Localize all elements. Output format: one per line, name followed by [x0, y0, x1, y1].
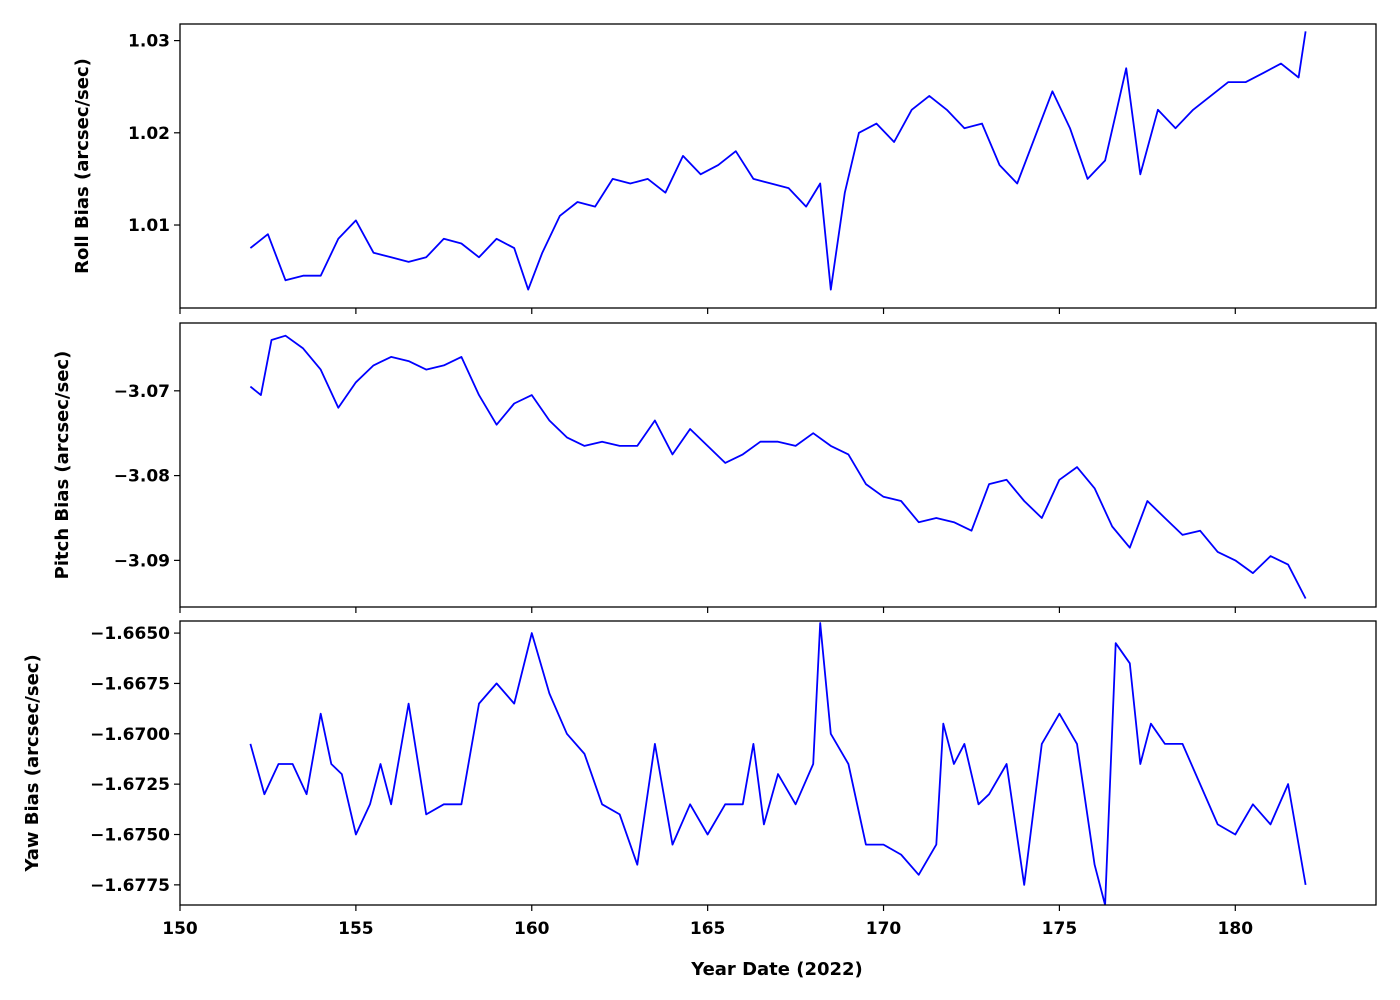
x-tick-label: 175	[1042, 919, 1078, 939]
roll-y-tick-label: 1.01	[128, 216, 170, 236]
yaw-y-tick-label: −1.6775	[90, 876, 170, 896]
x-tick-label: 160	[514, 919, 550, 939]
yaw-y-axis-label: Yaw Bias (arcsec/sec)	[22, 654, 43, 872]
x-tick-label: 155	[338, 919, 374, 939]
yaw-y-tick-label: −1.6725	[90, 775, 170, 795]
x-tick-label: 180	[1218, 919, 1254, 939]
roll-plot-frame	[179, 23, 1377, 309]
roll-y-tick-label: 1.02	[128, 124, 170, 144]
pitch-plot-frame	[179, 322, 1377, 608]
yaw-y-tick-label: −1.6650	[90, 624, 170, 644]
pitch-y-tick-label: −3.08	[114, 467, 170, 487]
yaw-y-tick-label: −1.6700	[90, 725, 170, 745]
pitch-y-tick-label: −3.09	[114, 551, 170, 571]
pitch-y-tick-label: −3.07	[114, 382, 170, 402]
yaw-plot-frame	[179, 620, 1377, 906]
x-tick-label: 170	[866, 919, 902, 939]
yaw-bias-panel: 150 155 160 165 170 175 180 −1.6775 −1.6750 −1.67…	[22, 620, 1377, 980]
roll-y-tick-label: 1.03	[128, 32, 170, 52]
x-axis-label: Year Date (2022)	[690, 959, 863, 980]
x-tick-label: 165	[690, 919, 726, 939]
roll-bias-series-line	[249, 31, 1307, 291]
x-tick-label: 150	[162, 919, 198, 939]
yaw-bias-series-line	[249, 622, 1307, 905]
pitch-bias-panel: −3.09 −3.08 −3.07 Pitch Bias (arcsec/sec)	[52, 322, 1377, 613]
yaw-y-tick-label: −1.6675	[90, 674, 170, 694]
pitch-y-axis-label: Pitch Bias (arcsec/sec)	[52, 351, 73, 580]
yaw-y-tick-label: −1.6750	[90, 826, 170, 846]
pitch-bias-series-line	[249, 334, 1307, 599]
roll-bias-panel: 1.01 1.02 1.03 Roll Bias (arcsec/sec)	[72, 23, 1377, 314]
roll-y-axis-label: Roll Bias (arcsec/sec)	[72, 58, 93, 274]
